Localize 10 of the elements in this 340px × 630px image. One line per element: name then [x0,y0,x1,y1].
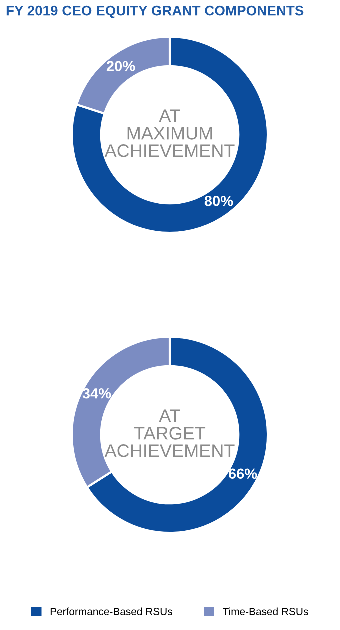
data-label: 66% [228,468,258,480]
text: AT TARGET ACHIEVEMENT [104,410,235,458]
donut-slice [70,36,270,234]
legend-label: Time-Based RSUs [223,608,308,616]
data-label: 80% [204,196,234,206]
text: AT MAXIMUM ACHIEVEMENT [104,110,235,158]
chart-title: FY 2019 CEO EQUITY GRANT COMPONENTS [6,6,304,18]
data-label: 34% [82,388,112,399]
legend-label: Performance-Based RSUs [50,608,172,616]
data-label: 20% [106,61,136,72]
